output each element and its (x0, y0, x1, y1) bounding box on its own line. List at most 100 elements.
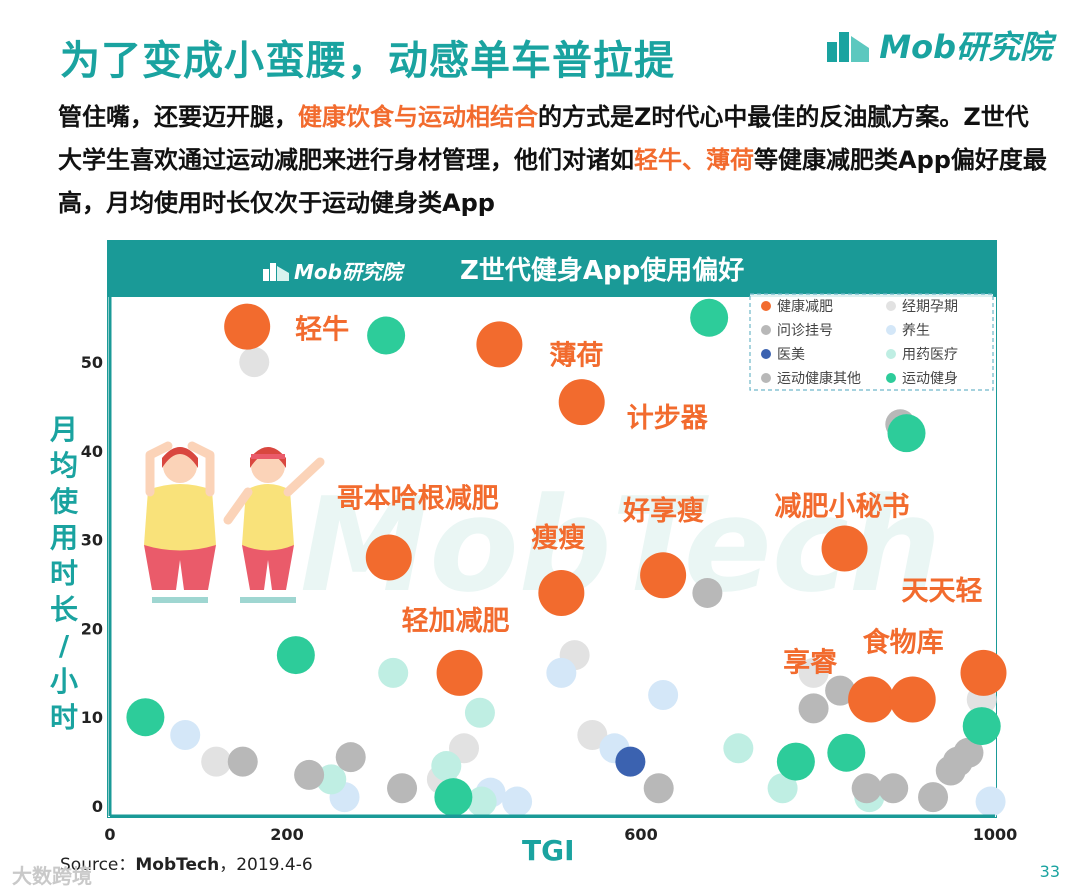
y-axis-label-char: 月 (49, 413, 78, 446)
data-point (615, 746, 646, 777)
y-tick-label: 20 (81, 619, 103, 638)
data-point (918, 782, 949, 813)
y-axis-label: 月均使用时长 / 小时 (46, 412, 82, 736)
source-label: Source： (60, 855, 136, 875)
page-number: 33 (1039, 862, 1060, 881)
x-tick-label: 600 (624, 825, 657, 844)
legend-marker (761, 373, 771, 383)
data-point (848, 676, 895, 723)
data-point (643, 773, 674, 804)
point-label: 享睿 (783, 646, 838, 678)
data-point (387, 773, 418, 804)
person-before-illustration (144, 441, 216, 603)
data-point (201, 746, 232, 777)
headband (251, 454, 285, 459)
data-point (798, 693, 829, 724)
point-label: 好享瘦 (622, 495, 704, 527)
y-axis-label-char: 长 (49, 593, 78, 626)
data-point (378, 657, 409, 688)
data-point (690, 298, 729, 337)
data-point (476, 321, 523, 368)
data-point (227, 746, 258, 777)
building-icon (827, 32, 870, 62)
data-point (367, 316, 406, 355)
desc-text: 等健康减肥类App偏好度最高，月均使用时长仅次于运动健身类App (58, 146, 1047, 217)
building-icon (263, 262, 289, 281)
data-point (851, 773, 882, 804)
data-point (962, 707, 1001, 746)
legend-label: 运动健身 (902, 371, 958, 387)
data-point (558, 379, 605, 426)
y-axis-label-char: / (58, 629, 70, 662)
legs (242, 537, 294, 590)
legend-marker (761, 325, 771, 335)
chart-title: Z世代健身App使用偏好 (460, 256, 745, 286)
legend-label: 经期孕期 (902, 299, 958, 315)
page-description: 管住嘴，还要迈开腿，健康饮食与运动相结合的方式是Z时代心中最佳的反油腻方案。Z世… (58, 96, 1048, 225)
legend-marker (886, 325, 896, 335)
source-name: MobTech (135, 855, 220, 875)
data-point (538, 569, 585, 616)
legend-label: 健康减肥 (777, 298, 833, 315)
scale-base (240, 597, 296, 603)
data-point (577, 719, 608, 750)
point-label: 哥本哈根减肥 (337, 483, 499, 514)
chart-header-logo: Mob研究院 (262, 256, 402, 285)
legend-label: 用药医疗 (902, 347, 958, 363)
chart-header-logo-text: Mob研究院 (294, 260, 402, 284)
point-label: 食物库 (863, 626, 944, 658)
source-note: Source：MobTech，2019.4-6 (60, 850, 313, 875)
chart-header-bar (107, 240, 997, 297)
arm (223, 487, 253, 525)
y-axis-label-char: 时 (49, 557, 78, 590)
legend-marker (886, 373, 896, 383)
desc-text: 管住嘴，还要迈开腿， (58, 103, 298, 131)
legend-label: 医美 (777, 347, 805, 363)
data-point (294, 759, 325, 790)
data-point (692, 577, 723, 608)
data-point (821, 525, 868, 572)
legend-box (749, 293, 994, 391)
data-point (975, 786, 1006, 817)
data-point (889, 676, 936, 723)
data-point (640, 552, 687, 599)
data-point (776, 742, 815, 781)
x-axis-label: TGI (522, 834, 575, 867)
legend-label: 问诊挂号 (777, 323, 833, 339)
head (163, 449, 197, 483)
data-point (436, 649, 483, 696)
x-tick-label: 200 (270, 825, 303, 844)
arm (187, 441, 215, 497)
data-point (170, 719, 201, 750)
data-point (224, 303, 271, 350)
data-point (276, 636, 315, 675)
legend-marker (761, 349, 771, 359)
logo-text: Mob研究院 (879, 28, 1052, 66)
data-point (431, 751, 462, 782)
legs (144, 537, 216, 590)
data-point (878, 773, 909, 804)
legend-marker (761, 301, 771, 311)
page-title: 为了变成小蛮腰，动感单车普拉提 (60, 38, 675, 84)
x-tick-label: 1000 (973, 825, 1018, 844)
point-label: 减肥小秘书 (775, 492, 910, 523)
point-label: 轻牛 (295, 315, 349, 346)
source-date: ，2019.4-6 (219, 855, 313, 875)
data-point (648, 680, 679, 711)
person-after-illustration (223, 447, 325, 603)
data-point (365, 534, 412, 581)
y-axis-label-char: 用 (49, 521, 78, 554)
point-label: 薄荷 (549, 340, 603, 371)
arm (145, 441, 173, 497)
data-point (723, 733, 754, 764)
data-point (887, 414, 926, 453)
hair (250, 447, 286, 468)
hair (162, 447, 198, 468)
data-point (464, 697, 495, 728)
data-point (335, 742, 366, 773)
data-point (434, 778, 473, 817)
y-tick-label: 0 (92, 797, 103, 816)
point-label: 轻加减肥 (402, 606, 510, 637)
y-axis-label-char: 使 (49, 485, 78, 518)
